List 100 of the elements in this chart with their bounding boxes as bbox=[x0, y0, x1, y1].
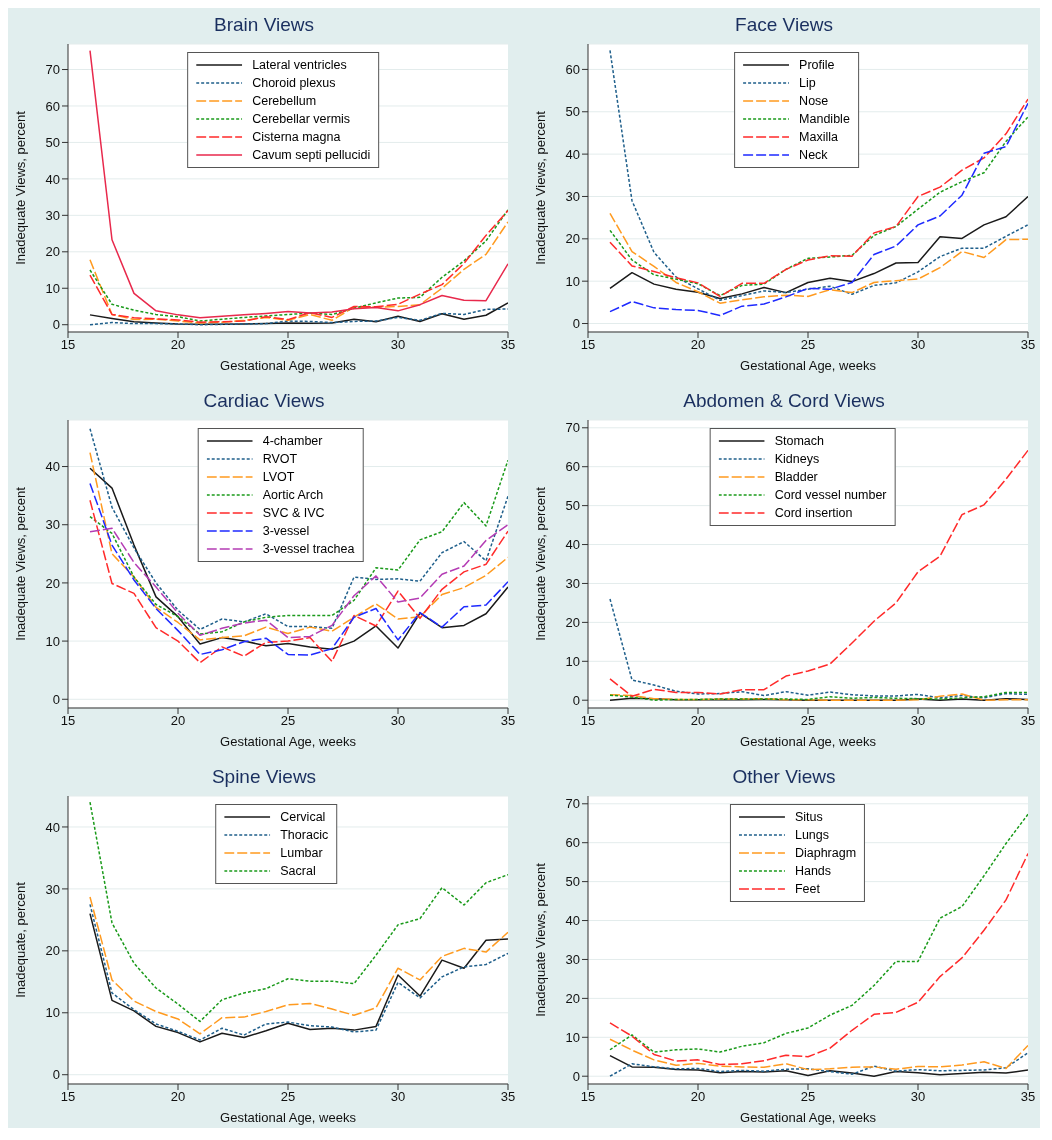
y-tick-label: 0 bbox=[572, 316, 580, 332]
y-tick-label: 10 bbox=[45, 1005, 60, 1021]
legend-label: Diaphragm bbox=[794, 845, 857, 862]
x-tick-label: 15 bbox=[580, 713, 596, 729]
x-axis-title: Gestational Age, weeks bbox=[220, 1110, 357, 1125]
legend-label: Neck bbox=[799, 147, 828, 164]
y-tick-label: 60 bbox=[565, 835, 580, 851]
line-series bbox=[89, 308, 508, 326]
x-tick-label: 30 bbox=[910, 713, 926, 729]
legend-label: Cord vessel number bbox=[774, 487, 887, 504]
y-tick-label: 50 bbox=[45, 135, 60, 151]
x-axis-title: Gestational Age, weeks bbox=[740, 1110, 877, 1125]
x-tick-label: 20 bbox=[170, 1089, 186, 1105]
y-tick-label: 40 bbox=[45, 459, 60, 475]
x-tick-label: 25 bbox=[800, 1089, 816, 1105]
legend-label: RVOT bbox=[262, 451, 298, 468]
chart-title: Brain Views bbox=[213, 13, 315, 37]
line-series bbox=[89, 801, 508, 1023]
legend-label: Nose bbox=[799, 93, 829, 110]
x-tick-label: 30 bbox=[390, 713, 406, 729]
y-tick-label: 0 bbox=[572, 1068, 580, 1084]
legend-label: Cerebellum bbox=[252, 93, 317, 110]
x-tick-label: 35 bbox=[1020, 337, 1036, 353]
x-tick-label: 35 bbox=[500, 1089, 516, 1105]
y-tick-label: 30 bbox=[45, 207, 60, 223]
y-tick-label: 20 bbox=[565, 990, 580, 1006]
x-tick-label: 15 bbox=[60, 337, 76, 353]
y-tick-label: 40 bbox=[565, 537, 580, 553]
legend-label: Cisterna magna bbox=[252, 129, 341, 146]
line-series bbox=[609, 598, 1028, 699]
chart-title: Face Views bbox=[734, 13, 834, 37]
x-tick-label: 15 bbox=[60, 713, 76, 729]
x-tick-label: 25 bbox=[280, 713, 296, 729]
x-tick-label: 35 bbox=[1020, 713, 1036, 729]
legend-label: Stomach bbox=[774, 433, 824, 450]
y-tick-label: 40 bbox=[45, 819, 60, 835]
x-tick-label: 25 bbox=[800, 337, 816, 353]
y-tick-label: 30 bbox=[565, 576, 580, 592]
y-tick-label: 30 bbox=[45, 881, 60, 897]
legend-label: Cavum septi pellucidi bbox=[252, 147, 371, 164]
y-tick-label: 0 bbox=[52, 691, 60, 707]
line-series bbox=[609, 212, 1028, 304]
legend-label: LVOT bbox=[262, 469, 295, 486]
line-series bbox=[89, 427, 508, 631]
line-series bbox=[89, 49, 508, 319]
y-tick-label: 10 bbox=[565, 273, 580, 289]
y-tick-label: 40 bbox=[45, 171, 60, 187]
legend-label: Lip bbox=[799, 75, 816, 92]
y-axis-title: Inadequate, percent bbox=[12, 881, 28, 998]
y-axis-title: Inadequate Views, percent bbox=[532, 862, 548, 1017]
legend-label: 3-vessel trachea bbox=[262, 541, 355, 558]
chart-title: Spine Views bbox=[210, 765, 318, 789]
x-tick-label: 25 bbox=[280, 337, 296, 353]
y-tick-label: 50 bbox=[565, 874, 580, 890]
y-tick-label: 30 bbox=[45, 517, 60, 533]
legend-label: Lungs bbox=[794, 827, 830, 844]
y-tick-label: 10 bbox=[565, 653, 580, 669]
x-tick-label: 35 bbox=[1020, 1089, 1036, 1105]
legend-label: Maxilla bbox=[799, 129, 839, 146]
legend-label: SVC & IVC bbox=[262, 505, 325, 522]
legend-label: Aortic Arch bbox=[262, 487, 324, 504]
line-series bbox=[89, 302, 508, 326]
y-tick-label: 60 bbox=[565, 459, 580, 475]
y-tick-label: 70 bbox=[565, 420, 580, 436]
line-series bbox=[609, 49, 1028, 301]
x-tick-label: 30 bbox=[390, 337, 406, 353]
x-tick-label: 25 bbox=[800, 713, 816, 729]
legend-label: Choroid plexus bbox=[252, 75, 336, 92]
x-tick-label: 20 bbox=[690, 337, 706, 353]
y-tick-label: 40 bbox=[565, 146, 580, 162]
x-tick-label: 20 bbox=[170, 337, 186, 353]
y-axis-title: Inadequate Views, percent bbox=[12, 486, 28, 641]
legend-label: Profile bbox=[799, 57, 835, 74]
legend-label: Mandible bbox=[799, 111, 850, 128]
y-tick-label: 10 bbox=[45, 633, 60, 649]
legend-label: Situs bbox=[794, 809, 823, 826]
chart-title: Cardiac Views bbox=[202, 389, 326, 413]
chart-title: Other Views bbox=[731, 765, 837, 789]
y-axis-title: Inadequate Views, percent bbox=[532, 486, 548, 641]
x-tick-label: 15 bbox=[580, 337, 596, 353]
y-tick-label: 10 bbox=[45, 280, 60, 296]
x-tick-label: 30 bbox=[390, 1089, 406, 1105]
legend-label: Feet bbox=[794, 881, 820, 898]
line-series bbox=[609, 449, 1028, 698]
x-axis-title: Gestational Age, weeks bbox=[740, 358, 877, 373]
legend-label: Sacral bbox=[280, 863, 316, 880]
legend-label: Thoracic bbox=[280, 827, 329, 844]
x-tick-label: 35 bbox=[500, 713, 516, 729]
legend-label: 4-chamber bbox=[262, 433, 323, 450]
y-tick-label: 30 bbox=[565, 189, 580, 205]
x-axis-title: Gestational Age, weeks bbox=[740, 734, 877, 749]
legend-label: Cord insertion bbox=[774, 505, 853, 522]
legend-label: Lateral ventricles bbox=[252, 57, 347, 74]
y-axis-title: Inadequate Views, percent bbox=[12, 110, 28, 265]
y-tick-label: 30 bbox=[565, 952, 580, 968]
y-tick-label: 20 bbox=[45, 244, 60, 260]
x-tick-label: 35 bbox=[500, 337, 516, 353]
y-tick-label: 10 bbox=[565, 1029, 580, 1045]
y-tick-label: 0 bbox=[52, 317, 60, 333]
x-tick-label: 15 bbox=[580, 1089, 596, 1105]
